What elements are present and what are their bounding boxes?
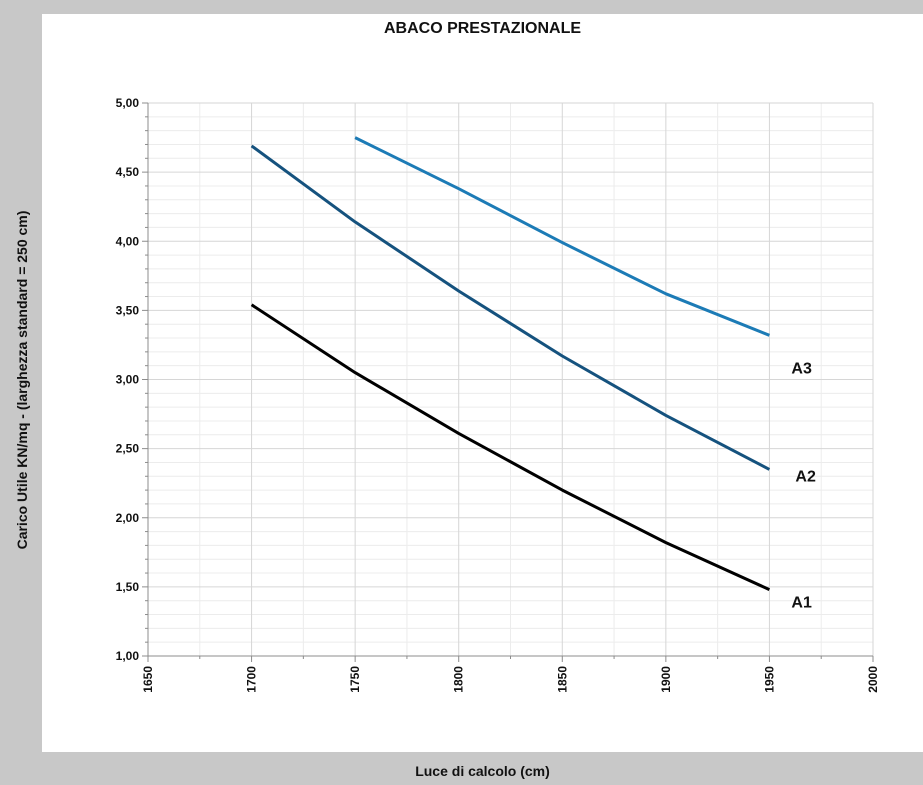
series-label-a1: A1 xyxy=(791,595,812,612)
x-tick-label: 1700 xyxy=(245,666,259,693)
y-tick-label: 1,50 xyxy=(116,580,140,594)
y-tick-label: 1,00 xyxy=(116,649,140,663)
x-tick-label: 1950 xyxy=(762,666,776,693)
x-tick-label: 2000 xyxy=(866,666,880,693)
series-label-a2: A2 xyxy=(795,468,816,485)
y-tick-label: 2,00 xyxy=(116,511,140,525)
y-tick-label: 3,00 xyxy=(116,373,140,387)
y-tick-label: 4,00 xyxy=(116,234,140,248)
series-label-a3: A3 xyxy=(791,360,812,377)
x-tick-label: 1800 xyxy=(452,666,466,693)
chart-area xyxy=(42,14,923,752)
y-tick-label: 4,50 xyxy=(116,165,140,179)
x-axis-label: Luce di calcolo (cm) xyxy=(415,763,550,779)
y-tick-label: 5,00 xyxy=(116,96,140,110)
chart-title: ABACO PRESTAZIONALE xyxy=(383,20,582,37)
series-line-a3 xyxy=(354,136,770,337)
series-line-a2 xyxy=(250,144,771,471)
y-tick-label: 3,50 xyxy=(116,303,140,317)
x-tick-label: 1850 xyxy=(555,666,569,693)
series-line-a1 xyxy=(250,303,771,591)
x-tick-label: 1900 xyxy=(659,666,673,693)
x-tick-label: 1650 xyxy=(141,666,155,693)
x-tick-label: 1750 xyxy=(348,666,362,693)
y-tick-label: 2,50 xyxy=(116,442,140,456)
